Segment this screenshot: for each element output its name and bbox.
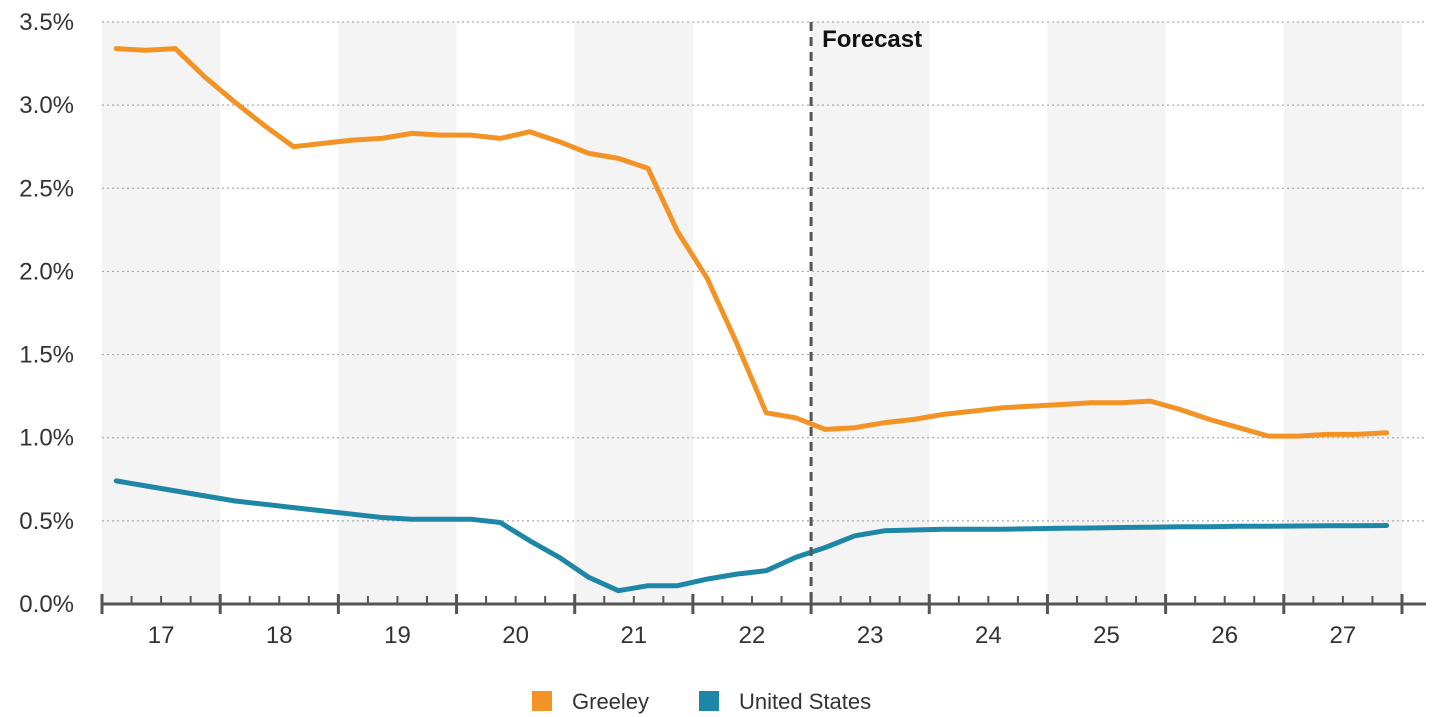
y-tick-label: 0.5% [19,508,74,535]
legend: Greeley United States [532,689,871,714]
x-tick-label: 20 [502,622,529,649]
y-tick-label: 2.0% [19,258,74,285]
legend-label: United States [739,689,871,714]
year-bands [102,22,1402,604]
x-axis-tick-labels: 17 18 19 20 21 22 23 24 25 26 27 [148,622,1357,649]
year-band [1283,22,1402,604]
x-tick-label: 26 [1211,622,1238,649]
legend-swatch [699,691,719,711]
x-axis [100,594,1426,614]
year-band [102,22,221,604]
legend-label: Greeley [572,689,649,714]
x-tick-label: 23 [857,622,884,649]
x-tick-label: 24 [975,622,1002,649]
y-axis-tick-labels: 0.0% 0.5% 1.0% 1.5% 2.0% 2.5% 3.0% 3.5% [19,9,74,618]
year-band [1047,22,1166,604]
year-band [811,22,930,604]
y-tick-label: 0.0% [19,591,74,618]
forecast-label: Forecast [822,26,922,53]
series-lines [113,46,1390,594]
x-tick-label: 18 [266,622,293,649]
gridlines [102,21,1426,522]
y-tick-label: 1.0% [19,425,74,452]
year-band [574,22,693,604]
y-tick-label: 3.5% [19,9,74,36]
x-tick-label: 27 [1330,622,1357,649]
y-tick-label: 3.0% [19,92,74,119]
x-tick-label: 17 [148,622,175,649]
legend-swatch [532,691,552,711]
series-line-greeley [113,46,1390,439]
year-band [338,22,457,604]
x-tick-label: 25 [1093,622,1120,649]
y-tick-label: 1.5% [19,342,74,369]
y-tick-label: 2.5% [19,175,74,202]
series-line-united-states [113,478,1390,594]
x-tick-label: 21 [620,622,647,649]
x-tick-label: 19 [384,622,411,649]
x-tick-label: 22 [739,622,766,649]
